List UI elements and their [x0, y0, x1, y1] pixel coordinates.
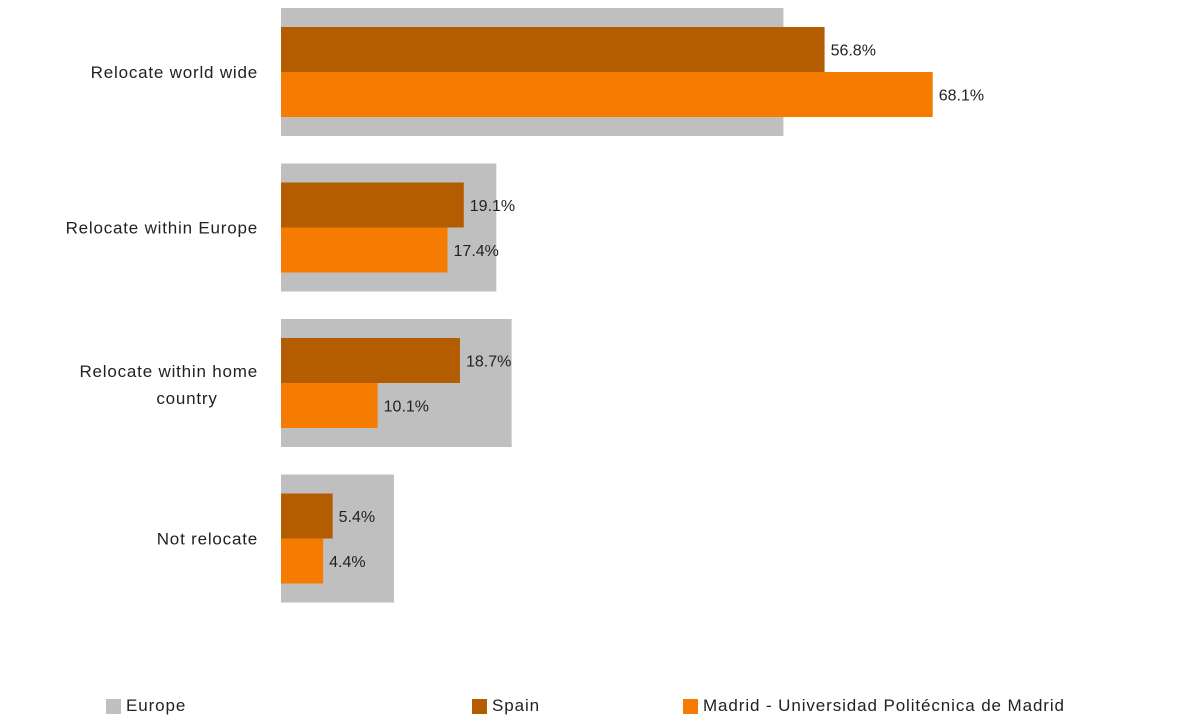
legend-swatch-spain	[472, 698, 487, 714]
legend-item-madrid: Madrid - Universidad Politécnica de Madr…	[683, 696, 1065, 716]
category-label-world-wide: Relocate world wide	[91, 63, 258, 82]
bar-spain-not-relocate	[281, 493, 333, 539]
bar-madrid-within-europe	[281, 227, 448, 273]
value-label-spain-world-wide: 56.8%	[831, 43, 876, 60]
legend-item-spain: Spain	[472, 696, 540, 716]
bar-madrid-not-relocate	[281, 538, 324, 584]
category-label-within-home-country-line-2: country	[156, 389, 217, 408]
bar-madrid-world-wide	[281, 72, 933, 117]
bar-chart: 56.8% 68.1% Relocate world wide 19.1% 17.4% R…	[66, 8, 984, 603]
legend-swatch-madrid	[683, 698, 698, 714]
legend-swatch-europe	[106, 698, 121, 714]
legend-label-europe: Europe	[126, 696, 187, 715]
value-label-spain-within-europe: 19.1%	[470, 198, 515, 215]
bar-spain-within-home-country	[281, 338, 460, 383]
value-label-madrid-world-wide: 68.1%	[939, 88, 984, 105]
bar-spain-world-wide	[281, 27, 825, 72]
category-label-not-relocate: Not relocate	[157, 530, 258, 549]
legend-label-spain: Spain	[492, 696, 540, 715]
value-label-madrid-not-relocate: 4.4%	[329, 554, 365, 571]
legend-item-europe: Europe	[106, 696, 186, 716]
bar-madrid-within-home-country	[281, 383, 378, 428]
chart-legend: Europe Spain Madrid - Universidad Polité…	[0, 696, 1182, 720]
category-label-within-europe: Relocate within Europe	[66, 219, 258, 238]
value-label-spain-within-home-country: 18.7%	[466, 354, 511, 371]
legend-label-madrid: Madrid - Universidad Politécnica de Madr…	[703, 696, 1065, 715]
value-label-madrid-within-home-country: 10.1%	[384, 399, 429, 416]
bar-spain-within-europe	[281, 182, 464, 228]
value-label-spain-not-relocate: 5.4%	[339, 509, 375, 526]
value-label-madrid-within-europe: 17.4%	[454, 243, 499, 260]
category-label-within-home-country-line-1: Relocate within home	[79, 362, 258, 381]
